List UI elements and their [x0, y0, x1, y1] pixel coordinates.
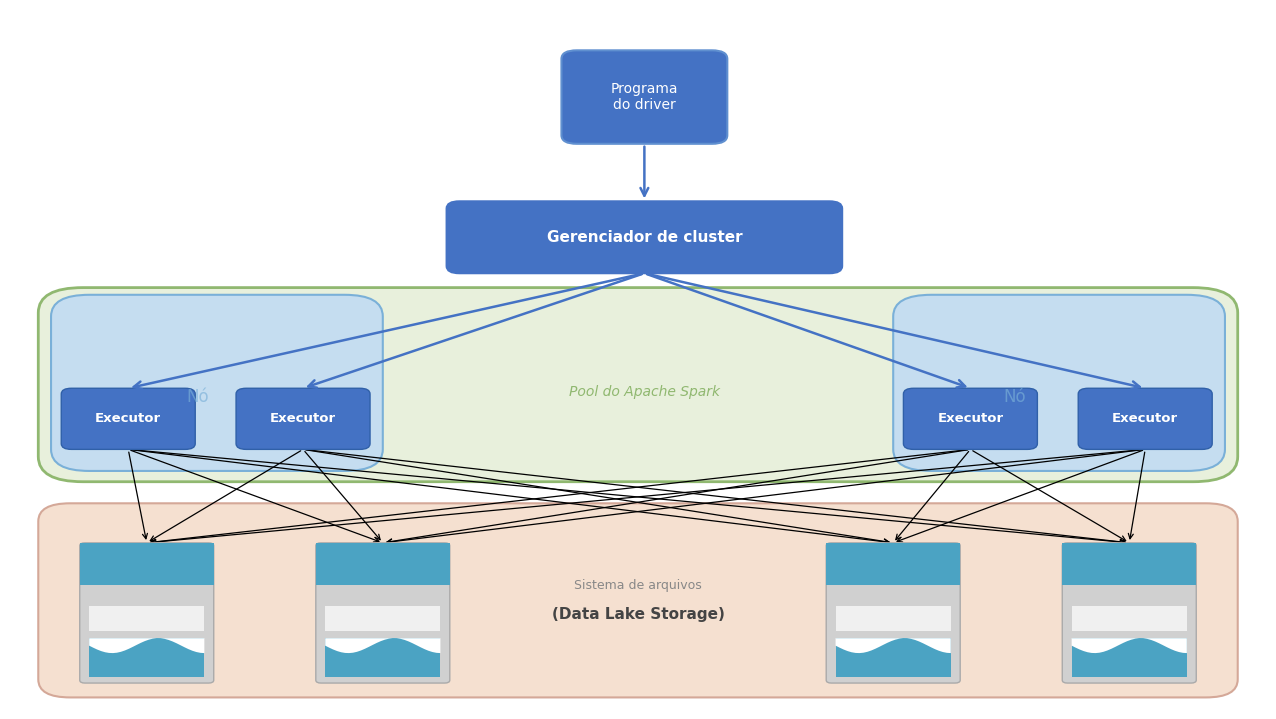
Bar — [836, 606, 951, 631]
Polygon shape — [89, 638, 204, 653]
Text: Pool do Apache Spark: Pool do Apache Spark — [569, 385, 720, 399]
Polygon shape — [1072, 638, 1187, 653]
FancyBboxPatch shape — [903, 388, 1037, 449]
Text: (Data Lake Storage): (Data Lake Storage) — [551, 608, 725, 622]
Bar — [325, 638, 440, 677]
Bar — [316, 543, 449, 585]
Bar — [1072, 606, 1187, 631]
FancyBboxPatch shape — [38, 503, 1238, 697]
Text: Gerenciador de cluster: Gerenciador de cluster — [546, 230, 743, 244]
Bar — [89, 638, 204, 677]
Text: Nó: Nó — [186, 388, 209, 406]
FancyBboxPatch shape — [38, 288, 1238, 482]
Bar — [79, 543, 213, 585]
Bar — [325, 606, 440, 631]
Bar — [1062, 543, 1197, 585]
FancyBboxPatch shape — [447, 201, 842, 273]
Text: Programa
do driver: Programa do driver — [611, 82, 678, 112]
Polygon shape — [836, 638, 951, 653]
FancyBboxPatch shape — [893, 295, 1225, 471]
Text: Executor: Executor — [1113, 412, 1178, 426]
Text: Executor: Executor — [271, 412, 336, 426]
FancyBboxPatch shape — [827, 543, 960, 683]
FancyBboxPatch shape — [1078, 388, 1212, 449]
Polygon shape — [325, 638, 440, 653]
FancyBboxPatch shape — [316, 543, 449, 683]
Text: Executor: Executor — [96, 412, 161, 426]
Bar — [1072, 638, 1187, 677]
FancyBboxPatch shape — [1062, 543, 1197, 683]
FancyBboxPatch shape — [236, 388, 370, 449]
FancyBboxPatch shape — [561, 50, 727, 144]
Bar — [836, 638, 951, 677]
Text: Executor: Executor — [938, 412, 1003, 426]
Text: Sistema de arquivos: Sistema de arquivos — [574, 580, 702, 592]
FancyBboxPatch shape — [61, 388, 195, 449]
FancyBboxPatch shape — [79, 543, 213, 683]
FancyBboxPatch shape — [51, 295, 383, 471]
Bar — [89, 606, 204, 631]
Bar — [827, 543, 960, 585]
Text: Nó: Nó — [1003, 388, 1026, 406]
